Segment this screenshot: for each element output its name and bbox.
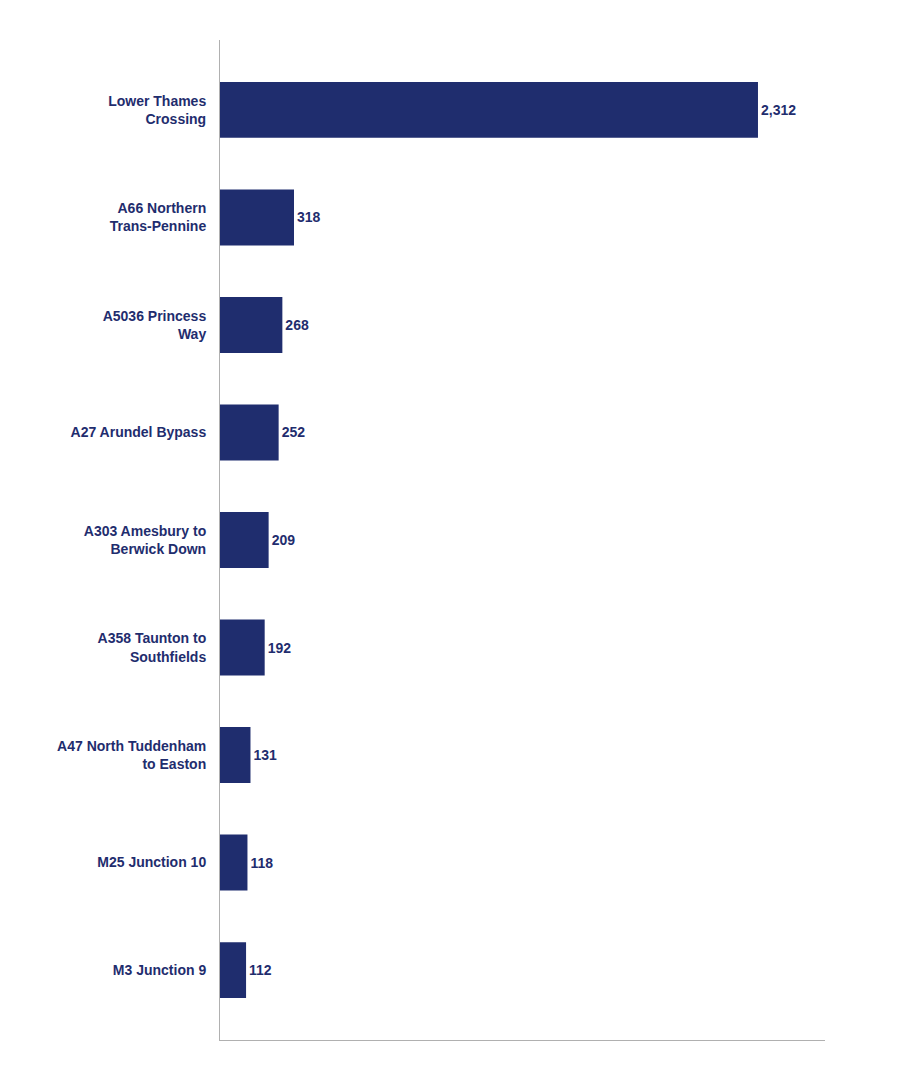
svg-text:M3 Junction 9: M3 Junction 9 — [113, 962, 207, 978]
svg-text:112: 112 — [249, 962, 272, 978]
svg-text:A303 Amesbury toBerwick Down: A303 Amesbury toBerwick Down — [84, 523, 206, 557]
svg-text:131: 131 — [253, 747, 277, 763]
svg-text:A358 Taunton toSouthfields: A358 Taunton toSouthfields — [98, 630, 207, 664]
svg-text:252: 252 — [282, 424, 306, 440]
svg-text:Lower ThamesCrossing: Lower ThamesCrossing — [108, 93, 206, 127]
svg-text:118: 118 — [250, 855, 273, 871]
svg-text:M25 Junction 10: M25 Junction 10 — [97, 854, 206, 870]
svg-text:A66 NorthernTrans-Pennine: A66 NorthernTrans-Pennine — [110, 200, 207, 234]
svg-text:318: 318 — [297, 209, 321, 225]
svg-text:192: 192 — [268, 640, 292, 656]
svg-text:2,312: 2,312 — [761, 102, 796, 118]
svg-text:A27 Arundel Bypass: A27 Arundel Bypass — [71, 424, 207, 440]
svg-text:268: 268 — [285, 317, 309, 333]
svg-text:A47 North Tuddenhamto Easton: A47 North Tuddenhamto Easton — [57, 738, 206, 772]
svg-text:209: 209 — [272, 532, 296, 548]
svg-text:A5036 PrincessWay: A5036 PrincessWay — [103, 308, 207, 342]
